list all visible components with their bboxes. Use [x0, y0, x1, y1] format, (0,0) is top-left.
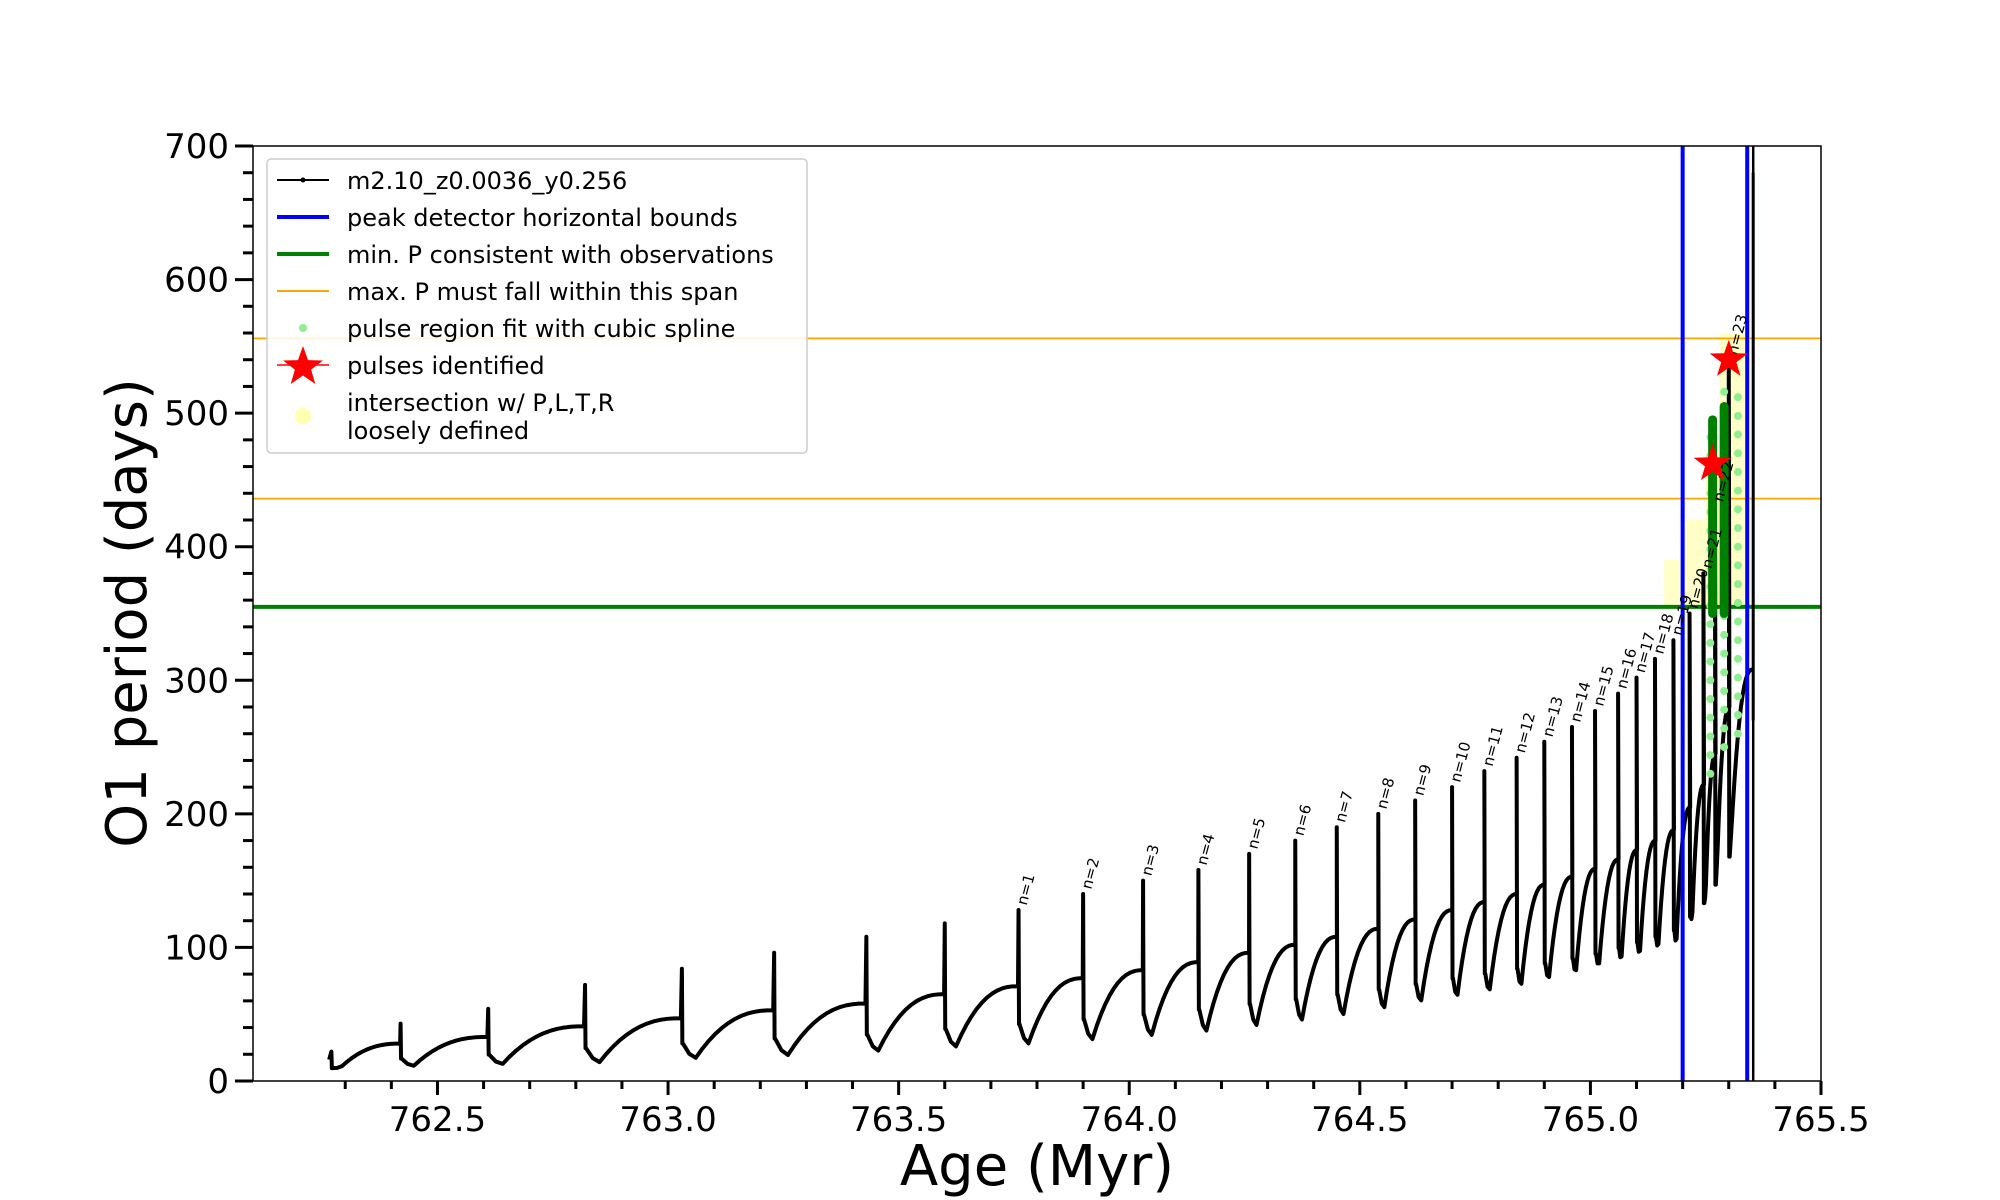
- legend-swatch-star: [283, 346, 323, 384]
- spline-point-2: [1733, 729, 1742, 738]
- pulse-identified-star-0: [1693, 443, 1732, 481]
- x-tick-label: 765.0: [1542, 1100, 1639, 1140]
- y-tick-label: 0: [207, 1062, 229, 1102]
- x-tick-label: 764.5: [1311, 1100, 1408, 1140]
- spline-point-0: [1706, 676, 1715, 685]
- spline-point-1: [1720, 668, 1729, 677]
- x-tick-label: 763.5: [850, 1100, 947, 1140]
- plot-area: n=1 n=2 n=3 n=4 n=5 n=6 n=7 n=8 n=9 n=10 n=11 n=12 n…: [253, 146, 1821, 1081]
- legend-label: peak detector horizontal bounds: [347, 204, 738, 232]
- legend-label: max. P must fall within this span: [347, 278, 738, 306]
- spline-point-1: [1720, 649, 1729, 658]
- x-tick-label: 765.5: [1772, 1100, 1869, 1140]
- spline-point-0: [1706, 751, 1715, 760]
- spline-point-1: [1720, 724, 1729, 733]
- y-tick-label: 300: [164, 661, 229, 701]
- spline-point-2: [1733, 449, 1742, 458]
- y-axis-title: O1 period (days): [95, 378, 160, 848]
- spline-point-1: [1720, 630, 1729, 639]
- spline-point-1: [1720, 705, 1729, 714]
- spline-point-0: [1706, 713, 1715, 722]
- legend-box: [266, 158, 808, 454]
- spline-point-1: [1720, 686, 1729, 695]
- spline-point-2: [1733, 505, 1742, 514]
- spline-point-2: [1733, 598, 1742, 607]
- legend-label: intersection w/ P,L,T,R: [347, 389, 614, 417]
- spline-point-2: [1733, 580, 1742, 589]
- legend-swatch-track-marker: [300, 177, 306, 183]
- legend-swatch-dot: [299, 324, 307, 332]
- x-tick-label: 762.5: [389, 1100, 486, 1140]
- spline-point-0: [1706, 732, 1715, 741]
- spline-point-2: [1733, 561, 1742, 570]
- intersection-region-0: [1664, 560, 1683, 607]
- spline-point-1: [1720, 387, 1729, 396]
- spline-point-2: [1733, 542, 1742, 551]
- legend-swatch-big-dot: [295, 408, 311, 424]
- legend-label: min. P consistent with observations: [347, 241, 774, 269]
- x-tick-label: 763.0: [619, 1100, 716, 1140]
- y-tick-label: 600: [164, 261, 229, 301]
- axes: 762.5 763.0 763.5 764.0 764.5 765.0 765.5 0 100 2…: [164, 127, 1870, 1140]
- spline-point-0: [1706, 694, 1715, 703]
- legend-label: pulse region fit with cubic spline: [347, 315, 735, 343]
- spline-point-0: [1706, 769, 1715, 778]
- spline-point-2: [1733, 524, 1742, 533]
- spline-point-2: [1733, 430, 1742, 439]
- spline-point-2: [1733, 692, 1742, 701]
- legend-label: m2.10_z0.0036_y0.256: [347, 167, 627, 195]
- spline-point-2: [1733, 711, 1742, 720]
- spline-point-1: [1720, 743, 1729, 752]
- y-tick-label: 700: [164, 127, 229, 167]
- y-tick-label: 200: [164, 795, 229, 835]
- spline-point-2: [1733, 486, 1742, 495]
- spline-point-2: [1733, 467, 1742, 476]
- spline-point-0: [1706, 620, 1715, 629]
- spline-point-2: [1733, 636, 1742, 645]
- legend-label-line2: loosely defined: [347, 417, 529, 445]
- y-tick-label: 400: [164, 528, 229, 568]
- track-line: [327, 357, 1753, 1071]
- x-tick-label: 764.0: [1081, 1100, 1178, 1140]
- y-tick-label: 100: [164, 928, 229, 968]
- pulse-identified-star-1: [1709, 339, 1748, 376]
- intersection-region-1: [1682, 520, 1706, 607]
- spline-point-2: [1733, 617, 1742, 626]
- spline-point-2: [1733, 411, 1742, 420]
- legend-label: pulses identified: [347, 352, 545, 380]
- spline-point-0: [1706, 638, 1715, 647]
- spline-point-2: [1733, 654, 1742, 663]
- spline-point-0: [1706, 657, 1715, 666]
- spline-point-2: [1733, 393, 1742, 402]
- spline-point-2: [1733, 673, 1742, 682]
- x-axis-title: Age (Myr): [900, 1134, 1174, 1199]
- y-tick-label: 500: [164, 394, 229, 434]
